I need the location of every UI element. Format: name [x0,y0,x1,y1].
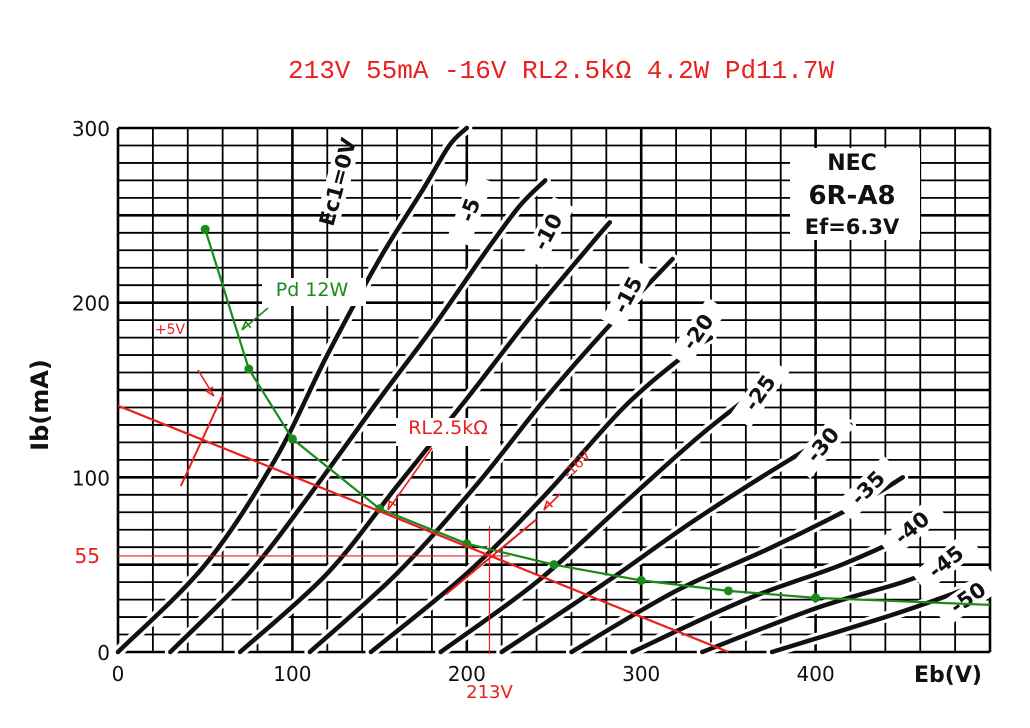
y-tick-label: 100 [72,466,110,490]
curve-label-bg [835,455,901,521]
curve-label-bg [447,173,493,247]
curve-label-bg [878,496,946,560]
x-tick-label: 400 [797,662,835,686]
tube-label: 6R-A8 [808,181,895,211]
load-line [117,404,729,654]
curve-label-bg [668,297,728,367]
annotation-arrowhead [543,500,554,511]
x-tick-label: 300 [622,662,660,686]
plate-dissipation-curve [204,228,991,606]
annotation-arrow [241,307,269,331]
y-tick-label: 300 [72,117,110,141]
x-axis-title: Eb(V) [914,663,982,688]
annotation-arrowhead [387,499,397,511]
y-tick-label: 200 [72,292,110,316]
y-tick-label: 0 [97,641,110,665]
chart-labels: 0 100 200 300 4000100200300+5V-16VRL2.5kΩPd … [72,117,835,703]
annotation-label: RL2.5kΩ [408,417,488,439]
heater-label: Ef=6.3V [805,215,900,239]
x-tick-label: 200 [448,662,486,686]
overlay-lines [117,224,991,654]
plate-curve [168,178,548,655]
dissipation-point [287,434,297,444]
curve-label-bg [791,411,855,479]
annotation-arrowhead [241,320,252,331]
curve-label-bg [521,196,575,268]
dissipation-point [723,586,733,596]
annotation-arrow [543,493,561,511]
annotation-label: Pd 12W [276,279,349,301]
dissipation-point [811,593,821,603]
operating-current-label: 55 [75,544,100,568]
annotation-label: +5V [155,322,186,338]
maker-label: NEC [827,151,877,176]
grid-bias-minus16-segment [445,518,538,596]
curve-label-bg [317,146,359,218]
grid-bias-plus5-segment [179,394,224,487]
operating-voltage-label: 213V [466,682,513,703]
dissipation-point [244,364,254,374]
plate-curve [237,220,613,655]
dissipation-point [549,560,559,570]
curve-label-bg [601,259,655,331]
annotation-bg [396,418,500,446]
annotation-arrowhead [204,386,215,397]
tube-info-box [790,148,920,240]
annotation-arrow [197,369,215,397]
plate-curve [307,256,675,655]
curve-label-bg [933,568,1003,628]
x-tick-label: 0 [112,662,125,686]
dissipation-point [636,575,646,585]
operating-point-summary: 213V 55mA -16V RL2.5kΩ 4.2W Pd11.7W [288,56,835,86]
annotation-bg [262,278,366,306]
plate-curve [438,370,783,655]
annotation-arrow [387,447,433,511]
curve-label-bg [911,531,981,593]
plate-curve [115,125,470,655]
y-axis-title: Ib(mA) [26,359,54,451]
curve-label-bg [730,358,790,428]
dissipation-point [200,224,210,234]
x-tick-label: 100 [273,662,311,686]
